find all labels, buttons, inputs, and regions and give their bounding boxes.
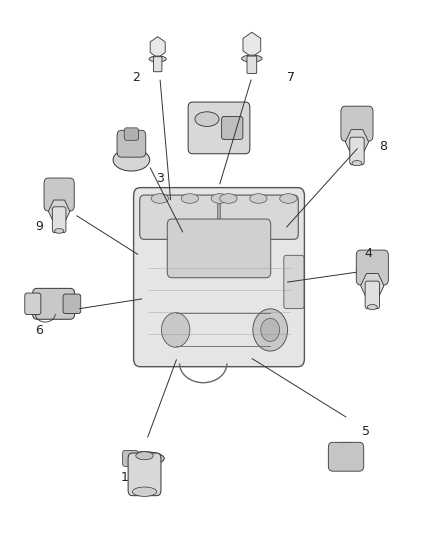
FancyBboxPatch shape (44, 178, 74, 211)
FancyBboxPatch shape (222, 116, 243, 139)
Circle shape (162, 313, 190, 347)
Ellipse shape (125, 452, 164, 465)
Ellipse shape (113, 149, 150, 171)
Text: 8: 8 (379, 140, 387, 153)
FancyBboxPatch shape (63, 294, 81, 313)
Ellipse shape (367, 304, 377, 310)
FancyBboxPatch shape (140, 195, 218, 239)
FancyBboxPatch shape (247, 56, 257, 74)
Ellipse shape (55, 229, 64, 233)
Text: 4: 4 (364, 247, 372, 260)
FancyBboxPatch shape (365, 281, 379, 309)
Ellipse shape (132, 487, 157, 496)
Text: 3: 3 (156, 172, 164, 185)
FancyBboxPatch shape (220, 195, 298, 239)
Ellipse shape (211, 193, 229, 203)
Text: 2: 2 (132, 71, 140, 84)
Ellipse shape (280, 193, 297, 203)
Ellipse shape (149, 56, 166, 62)
Text: 6: 6 (35, 324, 43, 337)
Ellipse shape (352, 160, 362, 166)
FancyBboxPatch shape (25, 293, 41, 314)
FancyBboxPatch shape (153, 56, 162, 72)
FancyBboxPatch shape (123, 450, 138, 466)
Text: 9: 9 (35, 220, 43, 233)
Ellipse shape (181, 193, 198, 203)
FancyBboxPatch shape (356, 250, 389, 285)
FancyBboxPatch shape (188, 102, 250, 154)
FancyBboxPatch shape (124, 128, 138, 140)
FancyBboxPatch shape (117, 130, 146, 157)
Ellipse shape (151, 193, 169, 203)
Ellipse shape (329, 442, 363, 457)
Circle shape (253, 309, 288, 351)
FancyBboxPatch shape (341, 106, 373, 141)
Ellipse shape (242, 55, 262, 62)
FancyBboxPatch shape (128, 453, 161, 496)
Ellipse shape (136, 452, 153, 459)
FancyBboxPatch shape (134, 188, 304, 367)
FancyBboxPatch shape (167, 219, 271, 278)
Text: 7: 7 (287, 71, 295, 84)
Text: 1: 1 (121, 471, 129, 483)
FancyBboxPatch shape (350, 137, 364, 165)
Ellipse shape (220, 193, 237, 203)
Ellipse shape (195, 112, 219, 126)
Circle shape (341, 443, 351, 456)
FancyBboxPatch shape (53, 207, 66, 232)
Circle shape (261, 318, 280, 342)
Text: 5: 5 (362, 425, 370, 438)
Ellipse shape (250, 193, 267, 203)
FancyBboxPatch shape (32, 288, 74, 319)
FancyBboxPatch shape (284, 255, 304, 309)
FancyBboxPatch shape (328, 442, 364, 471)
